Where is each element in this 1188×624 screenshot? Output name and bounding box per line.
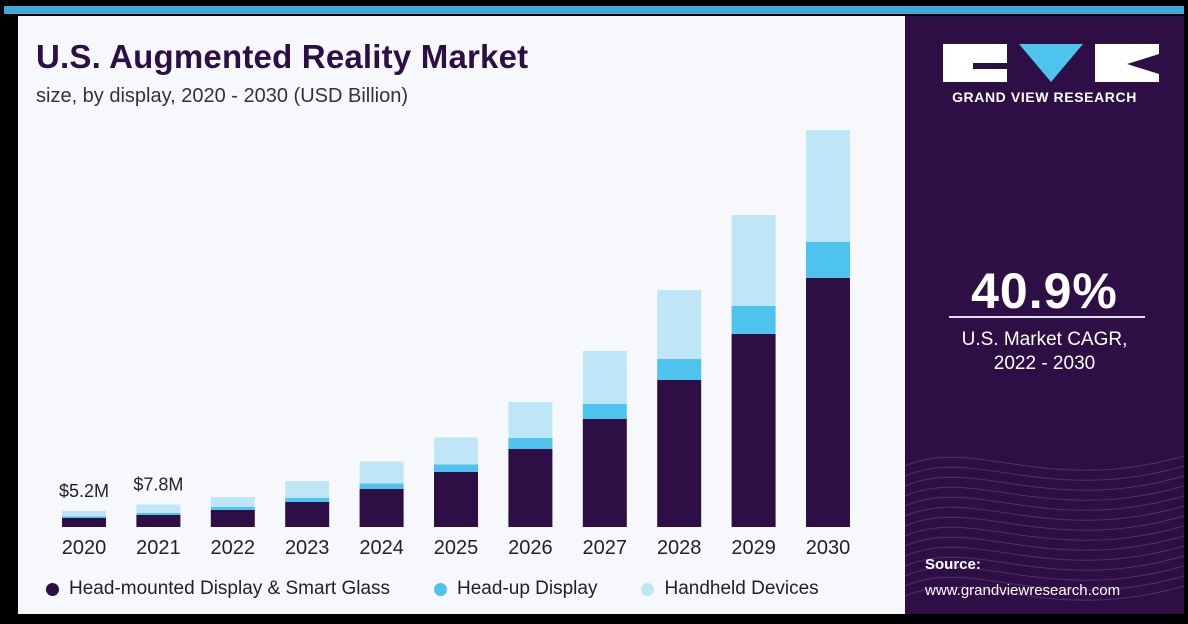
bar-2021-head-up-display <box>136 513 181 515</box>
bar-2020-head-mounted-display-smart-glass <box>62 518 106 527</box>
bar-2028-head-up-display <box>657 359 702 380</box>
cagr-label-line1: U.S. Market CAGR, <box>961 329 1128 350</box>
wave-line <box>905 585 1184 601</box>
x-tick-label-2020: 2020 <box>62 537 107 559</box>
x-tick-label-2023: 2023 <box>285 537 330 559</box>
bars-layer <box>62 130 850 527</box>
stacked-bar-chart: 2020 2021 2022 2023 2024 2025 2026 2027 2028 2029… <box>59 130 851 559</box>
legend-swatch-head-mounted <box>46 582 59 596</box>
bar-annotation-2020: $5.2M <box>59 481 109 501</box>
source-label: Source: <box>925 556 981 573</box>
chart-subtitle: size, by display, 2020 - 2030 (USD Billi… <box>36 85 409 107</box>
bar-2026-handheld-devices <box>508 402 553 438</box>
wave-line <box>905 515 1184 531</box>
cagr-label-line2: 2022 - 2030 <box>993 353 1096 374</box>
bar-2022-handheld-devices <box>210 497 255 507</box>
legend-item-handheld: Handheld Devices <box>641 578 819 600</box>
wave-line <box>905 475 1184 491</box>
x-tick-label-2026: 2026 <box>508 537 553 559</box>
bar-2024-handheld-devices <box>359 461 404 484</box>
bar-2023-head-mounted-display-smart-glass <box>285 502 330 527</box>
wave-line <box>905 485 1184 501</box>
bar-2030-handheld-devices <box>806 130 850 242</box>
bar-2029-handheld-devices <box>731 215 776 306</box>
legend-label-head-mounted: Head-mounted Display & Smart Glass <box>69 578 391 599</box>
chart-legend: Head-mounted Display & Smart Glass Head-… <box>46 578 863 600</box>
gvr-logo-icon <box>943 44 1159 82</box>
bar-2023-head-up-display <box>285 498 330 502</box>
x-tick-label-2030: 2030 <box>806 537 851 559</box>
bar-annotations: $5.2M $7.8M <box>59 475 183 502</box>
x-tick-label-2025: 2025 <box>434 537 479 559</box>
wave-line <box>905 525 1184 541</box>
bar-2029-head-up-display <box>731 306 776 334</box>
bar-2027-handheld-devices <box>582 351 627 404</box>
wave-line <box>905 495 1184 511</box>
x-tick-label-2024: 2024 <box>359 537 404 559</box>
cagr-value: 40.9% <box>971 263 1118 319</box>
bar-2029-head-mounted-display-smart-glass <box>731 334 776 527</box>
bar-2024-head-mounted-display-smart-glass <box>359 489 404 527</box>
bar-2025-head-up-display <box>434 464 478 472</box>
bar-2025-head-mounted-display-smart-glass <box>434 472 478 527</box>
bar-2028-head-mounted-display-smart-glass <box>657 380 702 527</box>
x-tick-label-2029: 2029 <box>731 537 776 559</box>
legend-label-handheld: Handheld Devices <box>664 578 819 599</box>
info-sidebar: GRAND VIEW RESEARCH 40.9% U.S. Market CA… <box>905 16 1184 614</box>
bar-2028-handheld-devices <box>657 290 702 359</box>
legend-item-head-up: Head-up Display <box>434 578 597 600</box>
x-tick-label-2028: 2028 <box>657 537 702 559</box>
wave-line <box>905 535 1184 551</box>
legend-label-head-up: Head-up Display <box>457 578 598 599</box>
wave-line <box>905 565 1184 581</box>
bar-2030-head-mounted-display-smart-glass <box>806 278 850 527</box>
bar-2022-head-up-display <box>210 507 255 510</box>
wave-line <box>905 545 1184 561</box>
chart-panel: U.S. Augmented Reality Market size, by d… <box>18 16 905 614</box>
bar-2025-handheld-devices <box>434 437 478 465</box>
bar-2027-head-up-display <box>582 404 627 419</box>
wave-line <box>905 505 1184 521</box>
decorative-wave-pattern <box>905 455 1184 601</box>
bar-2023-handheld-devices <box>285 481 330 498</box>
wave-line <box>905 455 1184 471</box>
bar-2027-head-mounted-display-smart-glass <box>582 419 627 527</box>
bar-2020-head-up-display <box>62 516 106 518</box>
bar-2030-head-up-display <box>806 242 850 278</box>
x-tick-label-2027: 2027 <box>583 537 628 559</box>
x-tick-label-2022: 2022 <box>211 537 256 559</box>
chart-title: U.S. Augmented Reality Market <box>36 38 529 75</box>
brand-name: GRAND VIEW RESEARCH <box>952 89 1137 105</box>
wave-line <box>905 555 1184 571</box>
cagr-label: U.S. Market CAGR, 2022 - 2030 <box>905 328 1184 376</box>
accent-top-bar <box>4 6 1184 14</box>
bar-2026-head-up-display <box>508 438 553 449</box>
x-tick-label-2021: 2021 <box>136 537 181 559</box>
cagr-divider <box>949 316 1145 318</box>
bar-2021-handheld-devices <box>136 504 181 513</box>
bar-annotation-2021: $7.8M <box>133 475 183 495</box>
legend-item-head-mounted: Head-mounted Display & Smart Glass <box>46 578 390 600</box>
bar-2026-head-mounted-display-smart-glass <box>508 449 553 527</box>
source-url: www.grandviewresearch.com <box>925 582 1121 599</box>
bar-2022-head-mounted-display-smart-glass <box>210 510 255 527</box>
x-tick-labels: 2020 2021 2022 2023 2024 2025 2026 2027 2028 2029… <box>62 537 851 559</box>
bar-2024-head-up-display <box>359 483 404 489</box>
wave-line <box>905 465 1184 481</box>
bar-2021-head-mounted-display-smart-glass <box>136 515 181 527</box>
bar-2020-handheld-devices <box>62 511 106 517</box>
wave-line <box>905 575 1184 591</box>
legend-swatch-handheld <box>641 582 655 596</box>
legend-swatch-head-up <box>434 582 448 596</box>
